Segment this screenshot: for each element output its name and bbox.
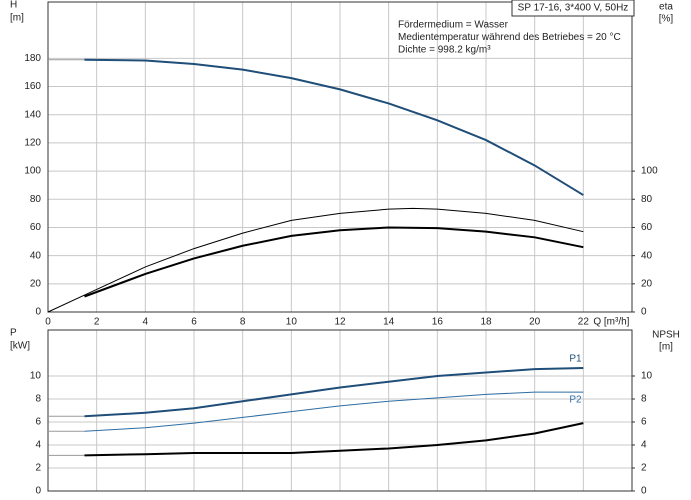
x-tick-label: 14 [383,317,395,328]
x-tick-label: 12 [334,317,346,328]
y2-tick-label: 10 [641,371,653,382]
annotation: Fördermedium = Wasser [398,20,509,31]
series-line [84,391,584,432]
y2-axis-unit: [m] [659,342,673,353]
y-tick-label: 160 [24,81,41,92]
x-tick-label: 16 [432,317,444,328]
title-box [511,0,635,17]
series-label: P2 [569,395,582,406]
y2-tick-label: 4 [641,440,647,451]
y-axis-unit: [m] [10,13,24,24]
series-line [84,366,584,418]
y-tick-label: 0 [35,307,41,318]
x-tick-label: 18 [480,317,492,328]
series-line [47,207,584,313]
y2-axis-label: NPSH [652,330,680,341]
y-tick-label: 140 [24,109,41,120]
x-tick-label: 4 [143,317,149,328]
x-tick-label: 2 [94,317,100,328]
y-tick-label: 100 [24,166,41,177]
y-axis-label: H [10,0,17,11]
y-tick-label: 40 [30,250,42,261]
y2-tick-label: 20 [641,278,653,289]
y2-tick-label: 6 [641,417,647,428]
y-tick-label: 120 [24,138,41,149]
y-tick-label: 0 [35,486,41,497]
x-tick-label: 10 [286,317,298,328]
y2-tick-label: 40 [641,250,653,261]
y2-axis-label: eta [659,2,673,13]
x-tick-label: 20 [529,317,541,328]
series-label: P1 [569,354,582,365]
y2-tick-label: 8 [641,394,647,405]
y-tick-label: 80 [30,194,42,205]
y-axis-unit: [kW] [10,341,30,352]
y-axis-label: P [10,328,17,339]
y2-tick-label: 100 [641,166,658,177]
y2-tick-label: 0 [641,307,647,318]
y-tick-label: 20 [30,278,42,289]
plot-frame [47,1,633,313]
x-tick-label: 6 [191,317,197,328]
series-line [84,422,584,457]
annotation: Medientemperatur während des Betriebes =… [398,32,621,43]
y-tick-label: 4 [35,440,41,451]
y-tick-label: 6 [35,417,41,428]
x-tick-label: 22 [578,317,590,328]
series-line [84,226,584,298]
y2-tick-label: 80 [641,194,653,205]
series-line [84,58,584,196]
y-tick-label: 10 [30,371,42,382]
y-tick-label: 180 [24,53,41,64]
y2-tick-label: 2 [641,463,647,474]
plot-frame [47,329,633,492]
y2-tick-label: 0 [641,486,647,497]
annotation: Dichte = 998.2 kg/m³ [398,45,491,56]
x-tick-label: 0 [45,317,51,328]
y-tick-label: 8 [35,394,41,405]
y2-tick-label: 60 [641,222,653,233]
y-tick-label: 60 [30,222,42,233]
y2-axis-unit: [%] [659,14,674,25]
x-axis-label: Q [m³/h] [593,317,629,328]
x-tick-label: 8 [240,317,246,328]
chart-title: SP 17-16, 3*400 V, 50Hz [518,3,629,14]
y-tick-label: 2 [35,463,41,474]
